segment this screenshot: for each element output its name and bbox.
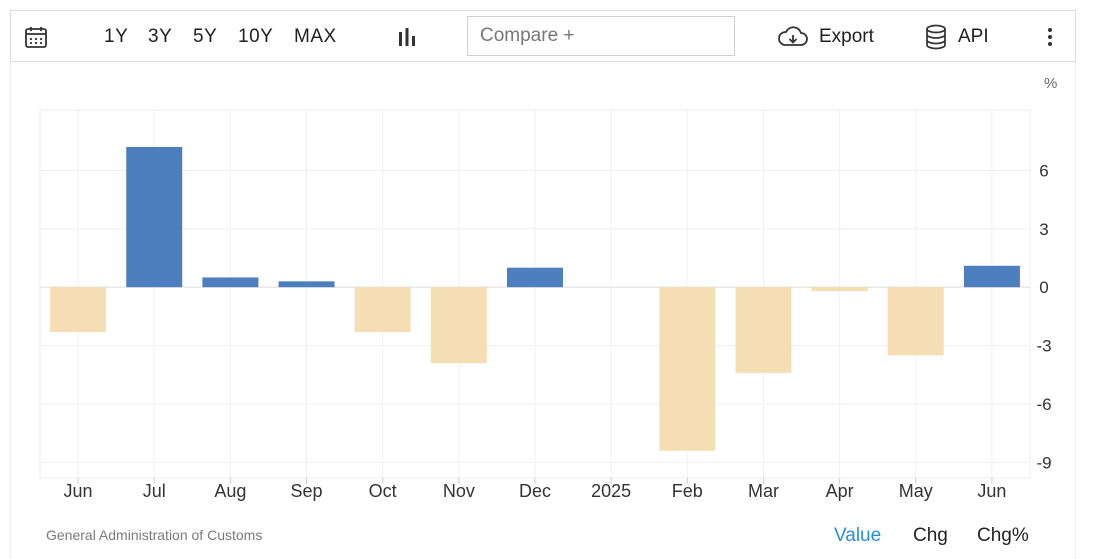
x-tick-label: Dec	[519, 481, 551, 501]
range-1y-button[interactable]: 1Y	[104, 26, 129, 47]
range-3y-button[interactable]: 3Y	[148, 26, 173, 47]
bar-chart-icon[interactable]	[396, 11, 418, 63]
x-tick-label: Nov	[443, 481, 475, 501]
api-button[interactable]: API	[925, 11, 989, 63]
range-5y-button[interactable]: 5Y	[193, 26, 218, 47]
more-vertical-icon[interactable]	[1041, 11, 1059, 63]
x-tick-label: Sep	[291, 481, 323, 501]
range-10y-button[interactable]: 10Y	[238, 26, 274, 47]
x-tick-label: Jun	[977, 481, 1006, 501]
x-tick-label: Jul	[143, 481, 166, 501]
bar-may-11[interactable]	[887, 287, 944, 356]
bar-apr-10[interactable]	[811, 287, 868, 292]
chart-toolbar: 1Y 3Y 5Y 10Y MAX Export	[10, 10, 1076, 62]
y-axis-unit-label: %	[1044, 75, 1058, 92]
database-icon	[925, 24, 947, 50]
bar-jun-0[interactable]	[50, 287, 107, 332]
x-tick-label: Jun	[64, 481, 93, 501]
chart-bars	[50, 146, 1020, 451]
x-tick-label: Aug	[214, 481, 246, 501]
y-axis-ticks: 6 3 0 -3 -6 -9	[1036, 161, 1051, 472]
bar-feb-8[interactable]	[659, 287, 716, 451]
bar-mar-9[interactable]	[735, 287, 792, 373]
bar-jul-1[interactable]	[126, 146, 183, 288]
bar-oct-4[interactable]	[354, 287, 411, 332]
bar-dec-6[interactable]	[507, 267, 563, 288]
calendar-icon[interactable]	[24, 11, 48, 63]
y-tick-label: 6	[1039, 161, 1048, 180]
x-tick-label: Oct	[369, 481, 397, 501]
value-mode-button[interactable]: Value	[834, 525, 882, 546]
chart-frame	[10, 62, 1076, 559]
y-tick-label: 3	[1039, 220, 1048, 239]
bar-aug-2[interactable]	[202, 277, 259, 288]
chg-percent-mode-button[interactable]: Chg%	[977, 525, 1029, 546]
range-max-button[interactable]: MAX	[294, 26, 337, 47]
cloud-download-icon	[777, 26, 809, 48]
y-tick-label: -9	[1036, 453, 1051, 472]
x-axis-ticks: Jun Jul Aug Sep Oct Nov Dec 2025 Feb Mar Apr May Jun	[64, 478, 1006, 501]
y-tick-label: -6	[1036, 395, 1051, 414]
export-label: Export	[819, 26, 874, 47]
export-button[interactable]: Export	[777, 11, 874, 63]
bar-jun-12[interactable]	[963, 265, 1020, 288]
y-tick-label: 0	[1039, 278, 1048, 297]
compare-input[interactable]	[467, 16, 735, 56]
x-tick-label: Mar	[748, 481, 779, 501]
source-label: General Administration of Customs	[46, 527, 263, 543]
x-tick-label: 2025	[591, 481, 631, 501]
x-tick-label: Apr	[826, 481, 854, 501]
y-tick-label: -3	[1036, 337, 1051, 356]
x-tick-label: May	[899, 481, 933, 501]
bar-sep-3[interactable]	[278, 281, 335, 288]
bar-nov-5[interactable]	[430, 287, 487, 364]
chart-grid	[39, 109, 1031, 479]
api-label: API	[958, 26, 989, 47]
x-tick-label: Feb	[672, 481, 703, 501]
chg-mode-button[interactable]: Chg	[913, 525, 948, 546]
